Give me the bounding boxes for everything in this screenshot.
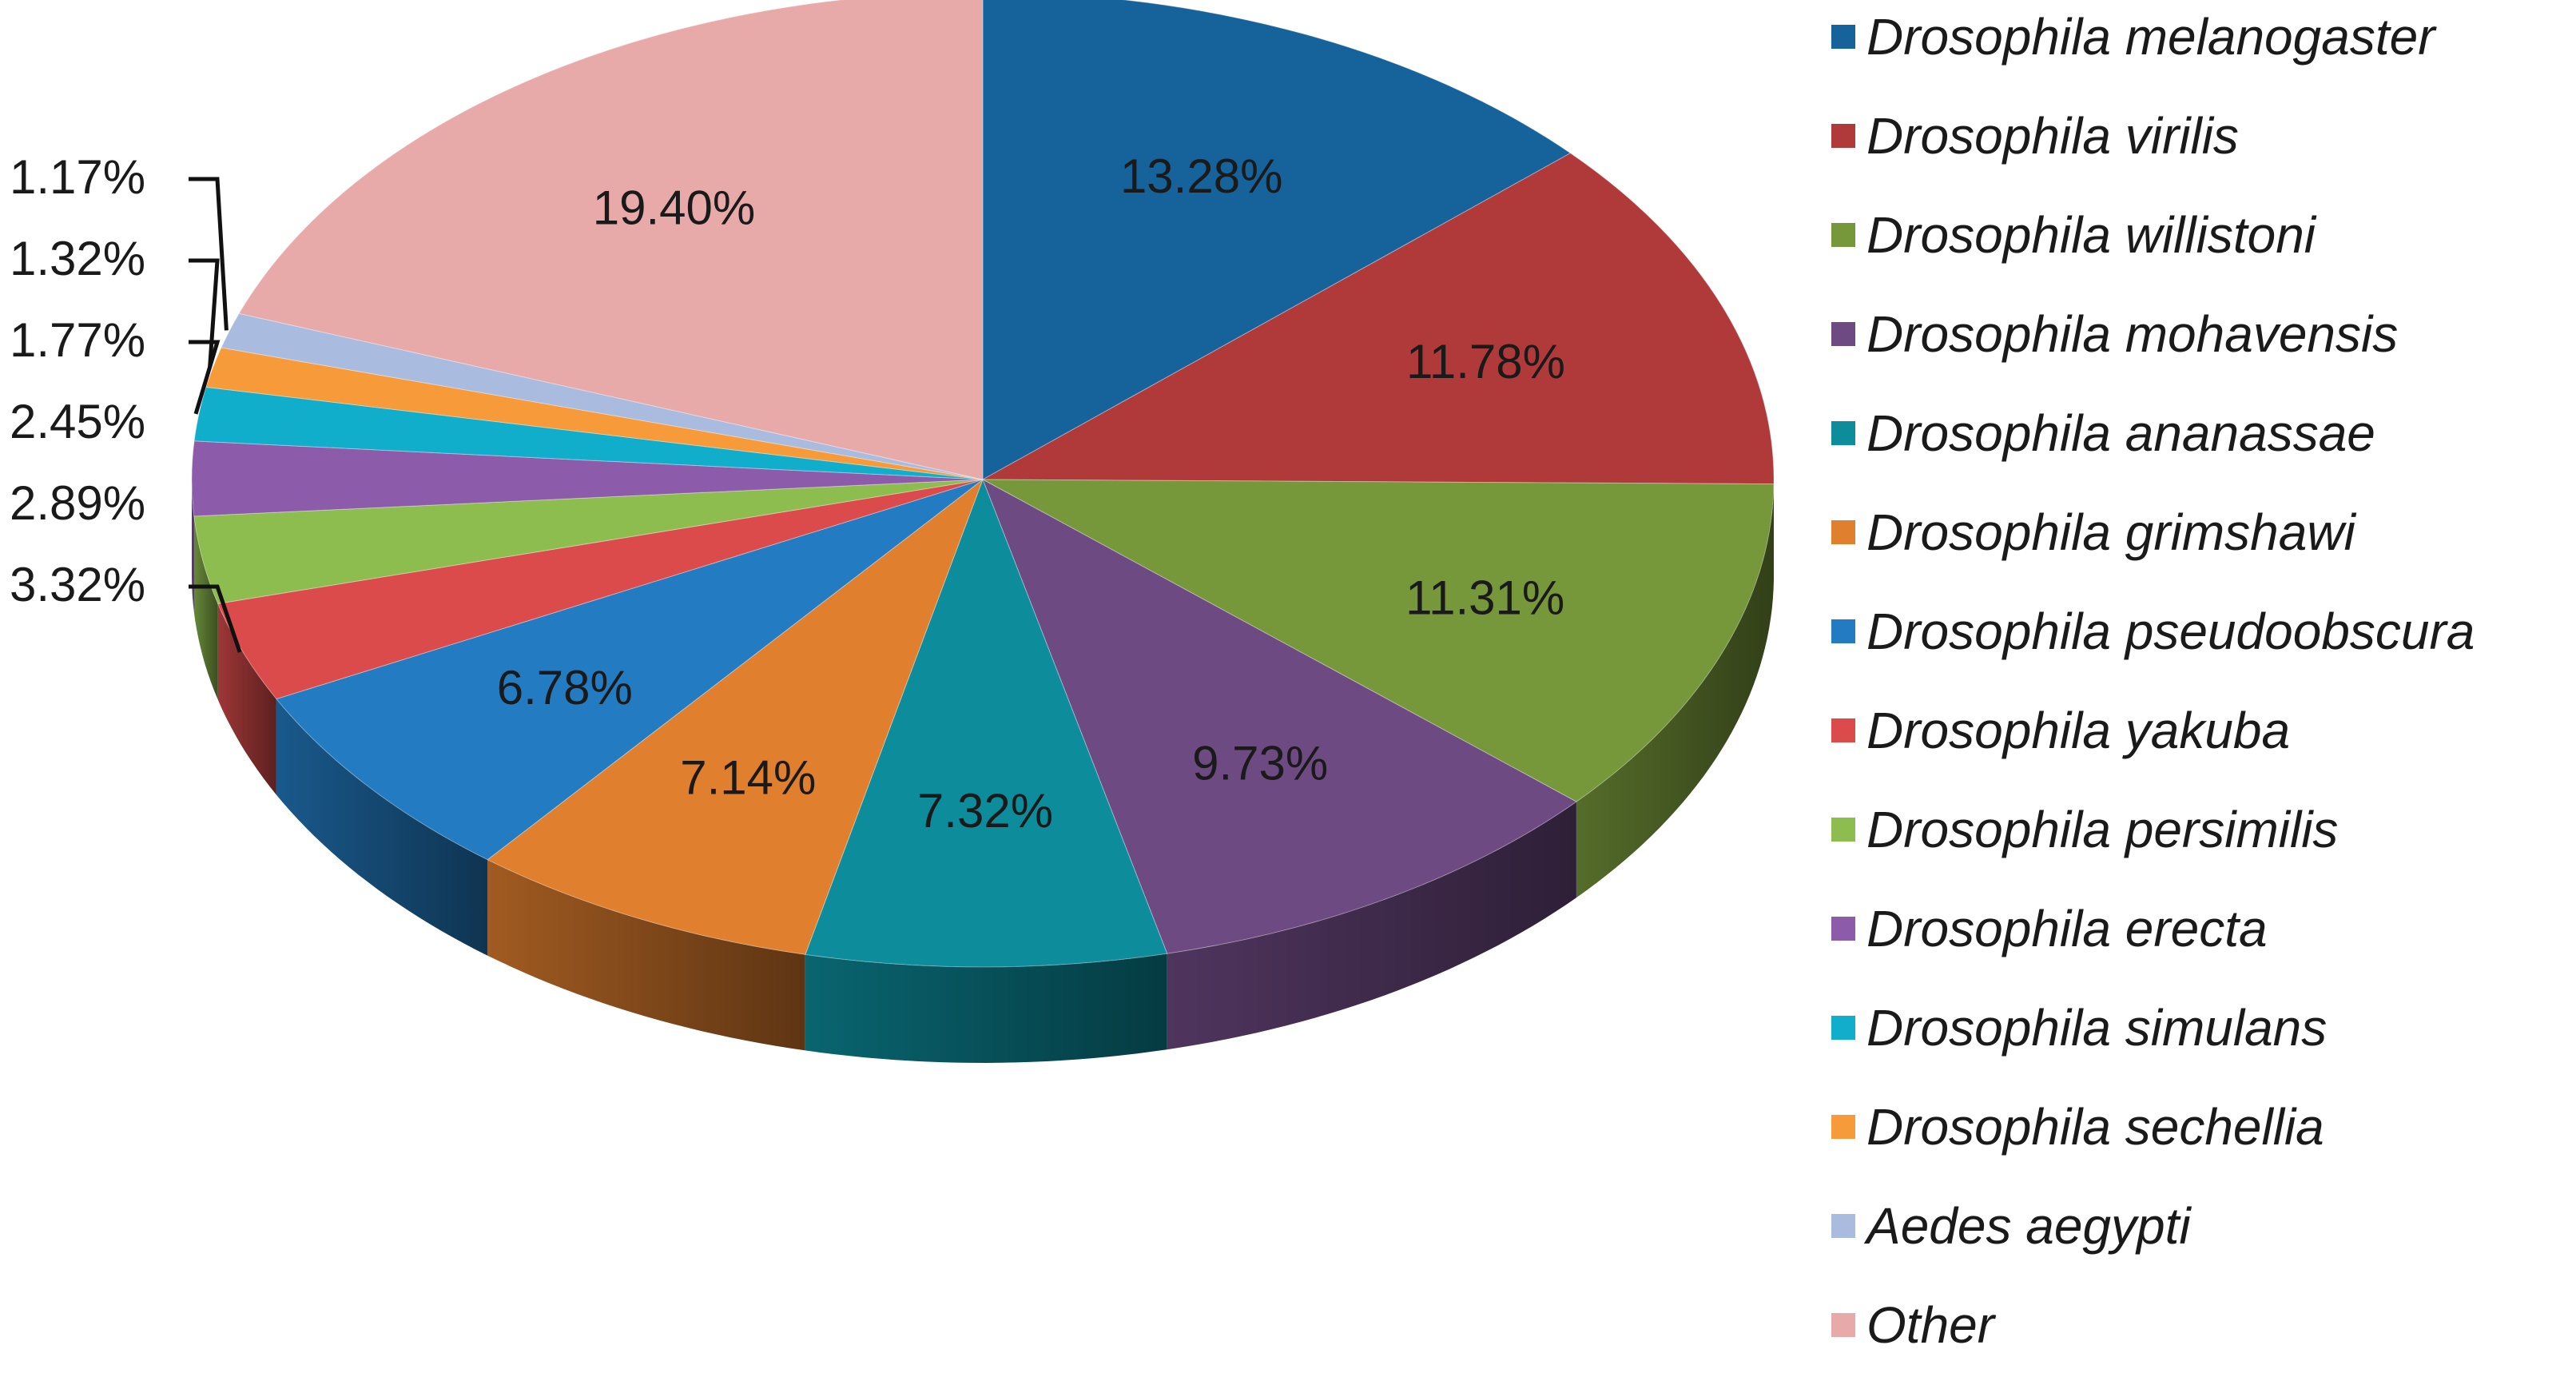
callout-line-aedes-aegypti bbox=[189, 177, 229, 331]
pie-side-drosophila-grimshawi bbox=[487, 859, 805, 1051]
pie-slice-drosophila-grimshawi bbox=[487, 478, 984, 955]
pie-side-drosophila-persimilis bbox=[193, 515, 218, 700]
slice-label-drosophila-virilis: 11.78% bbox=[1406, 335, 1565, 388]
legend-label-drosophila-yakuba: Drosophila yakuba bbox=[1866, 702, 2290, 759]
pie-side-drosophila-yakuba bbox=[217, 603, 276, 795]
legend: Drosophila melanogaster Drosophila virili… bbox=[1831, 8, 2475, 1354]
pie-slice-drosophila-sechellia bbox=[205, 347, 984, 480]
legend-label-drosophila-pseudoobscura: Drosophila pseudoobscura bbox=[1866, 603, 2475, 660]
legend-swatch-drosophila-willistoni bbox=[1831, 223, 1855, 247]
legend-label-drosophila-persimilis: Drosophila persimilis bbox=[1866, 801, 2338, 858]
pie-side-drosophila-ananassae bbox=[805, 953, 1167, 1063]
legend-label-drosophila-sechellia: Drosophila sechellia bbox=[1866, 1098, 2324, 1156]
pie-slice-drosophila-pseudoobscura bbox=[276, 479, 984, 861]
pie-slice-drosophila-mohavensis bbox=[982, 478, 1577, 954]
legend-swatch-drosophila-erecta bbox=[1831, 917, 1855, 941]
pie-side-drosophila-erecta bbox=[192, 480, 194, 612]
legend-label-drosophila-grimshawi: Drosophila grimshawi bbox=[1866, 503, 2357, 561]
callout-label-drosophila-erecta: 2.45% bbox=[10, 395, 145, 448]
callout-label-drosophila-yakuba: 3.32% bbox=[10, 558, 145, 611]
legend-swatch-drosophila-pseudoobscura bbox=[1831, 619, 1855, 643]
pie-side-drosophila-mohavensis bbox=[1167, 802, 1576, 1050]
legend-label-drosophila-mohavensis: Drosophila mohavensis bbox=[1866, 305, 2398, 363]
pie-top-layer bbox=[191, 0, 1775, 968]
callout-layer: 1.17% 1.32% 1.77% 2.45% 2.89% 3.32% bbox=[10, 150, 242, 653]
slice-label-drosophila-willistoni: 11.31% bbox=[1405, 571, 1564, 624]
legend-label-drosophila-erecta: Drosophila erecta bbox=[1866, 900, 2268, 957]
pie-slice-drosophila-erecta bbox=[191, 440, 984, 517]
pie-slice-aedes-aegypti bbox=[221, 312, 984, 480]
callout-label-drosophila-sechellia: 1.32% bbox=[10, 232, 145, 285]
slice-label-drosophila-pseudoobscura: 6.78% bbox=[497, 661, 633, 714]
legend-label-drosophila-virilis: Drosophila virilis bbox=[1866, 107, 2239, 165]
legend-swatch-other bbox=[1831, 1313, 1855, 1337]
pie-depth-layer bbox=[192, 480, 1774, 1063]
legend-swatch-drosophila-grimshawi bbox=[1831, 520, 1855, 544]
callout-line-drosophila-simulans bbox=[189, 340, 221, 415]
legend-label-drosophila-willistoni: Drosophila willistoni bbox=[1866, 206, 2317, 264]
pie-slice-drosophila-yakuba bbox=[217, 479, 984, 700]
pie-slice-drosophila-simulans bbox=[193, 386, 984, 480]
slice-label-drosophila-mohavensis: 9.73% bbox=[1192, 736, 1328, 790]
callout-label-drosophila-simulans: 1.77% bbox=[10, 313, 145, 367]
legend-label-drosophila-simulans: Drosophila simulans bbox=[1866, 999, 2327, 1057]
pie-side-drosophila-willistoni bbox=[1576, 484, 1774, 898]
pie-slice-drosophila-willistoni bbox=[982, 479, 1775, 802]
pie-slice-drosophila-melanogaster bbox=[982, 0, 1572, 480]
legend-swatch-drosophila-virilis bbox=[1831, 124, 1855, 148]
pie-slice-other bbox=[238, 0, 984, 480]
slice-label-other: 19.40% bbox=[593, 181, 756, 234]
pie-side-drosophila-pseudoobscura bbox=[276, 698, 488, 956]
callout-line-drosophila-yakuba bbox=[189, 584, 242, 653]
legend-swatch-drosophila-yakuba bbox=[1831, 718, 1855, 742]
slice-label-drosophila-ananassae: 7.32% bbox=[917, 784, 1053, 838]
legend-swatch-drosophila-melanogaster bbox=[1831, 25, 1855, 49]
legend-swatch-drosophila-simulans bbox=[1831, 1016, 1855, 1040]
legend-label-drosophila-ananassae: Drosophila ananassae bbox=[1866, 404, 2375, 462]
callout-label-drosophila-persimilis: 2.89% bbox=[10, 476, 145, 530]
slice-label-drosophila-melanogaster: 13.28% bbox=[1120, 149, 1283, 203]
legend-label-other: Other bbox=[1866, 1296, 1997, 1354]
pie-slice-drosophila-persimilis bbox=[193, 479, 984, 604]
pie-slice-drosophila-virilis bbox=[981, 153, 1775, 485]
legend-label-drosophila-melanogaster: Drosophila melanogaster bbox=[1866, 8, 2437, 66]
legend-swatch-drosophila-sechellia bbox=[1831, 1115, 1855, 1139]
pie-labels-layer: 13.28% 11.78% 11.31% 9.73% 7.32% 7.14% 6.78% 19… bbox=[497, 149, 1565, 838]
legend-label-aedes-aegypti: Aedes aegypti bbox=[1863, 1197, 2192, 1255]
legend-swatch-drosophila-persimilis bbox=[1831, 818, 1855, 842]
pie-slice-drosophila-ananassae bbox=[805, 478, 1168, 968]
callout-line-drosophila-sechellia bbox=[189, 258, 220, 368]
legend-swatch-aedes-aegypti bbox=[1831, 1214, 1855, 1238]
slice-label-drosophila-grimshawi: 7.14% bbox=[680, 750, 816, 804]
callout-label-aedes-aegypti: 1.17% bbox=[10, 150, 145, 204]
legend-swatch-drosophila-mohavensis bbox=[1831, 322, 1855, 346]
legend-swatch-drosophila-ananassae bbox=[1831, 421, 1855, 445]
